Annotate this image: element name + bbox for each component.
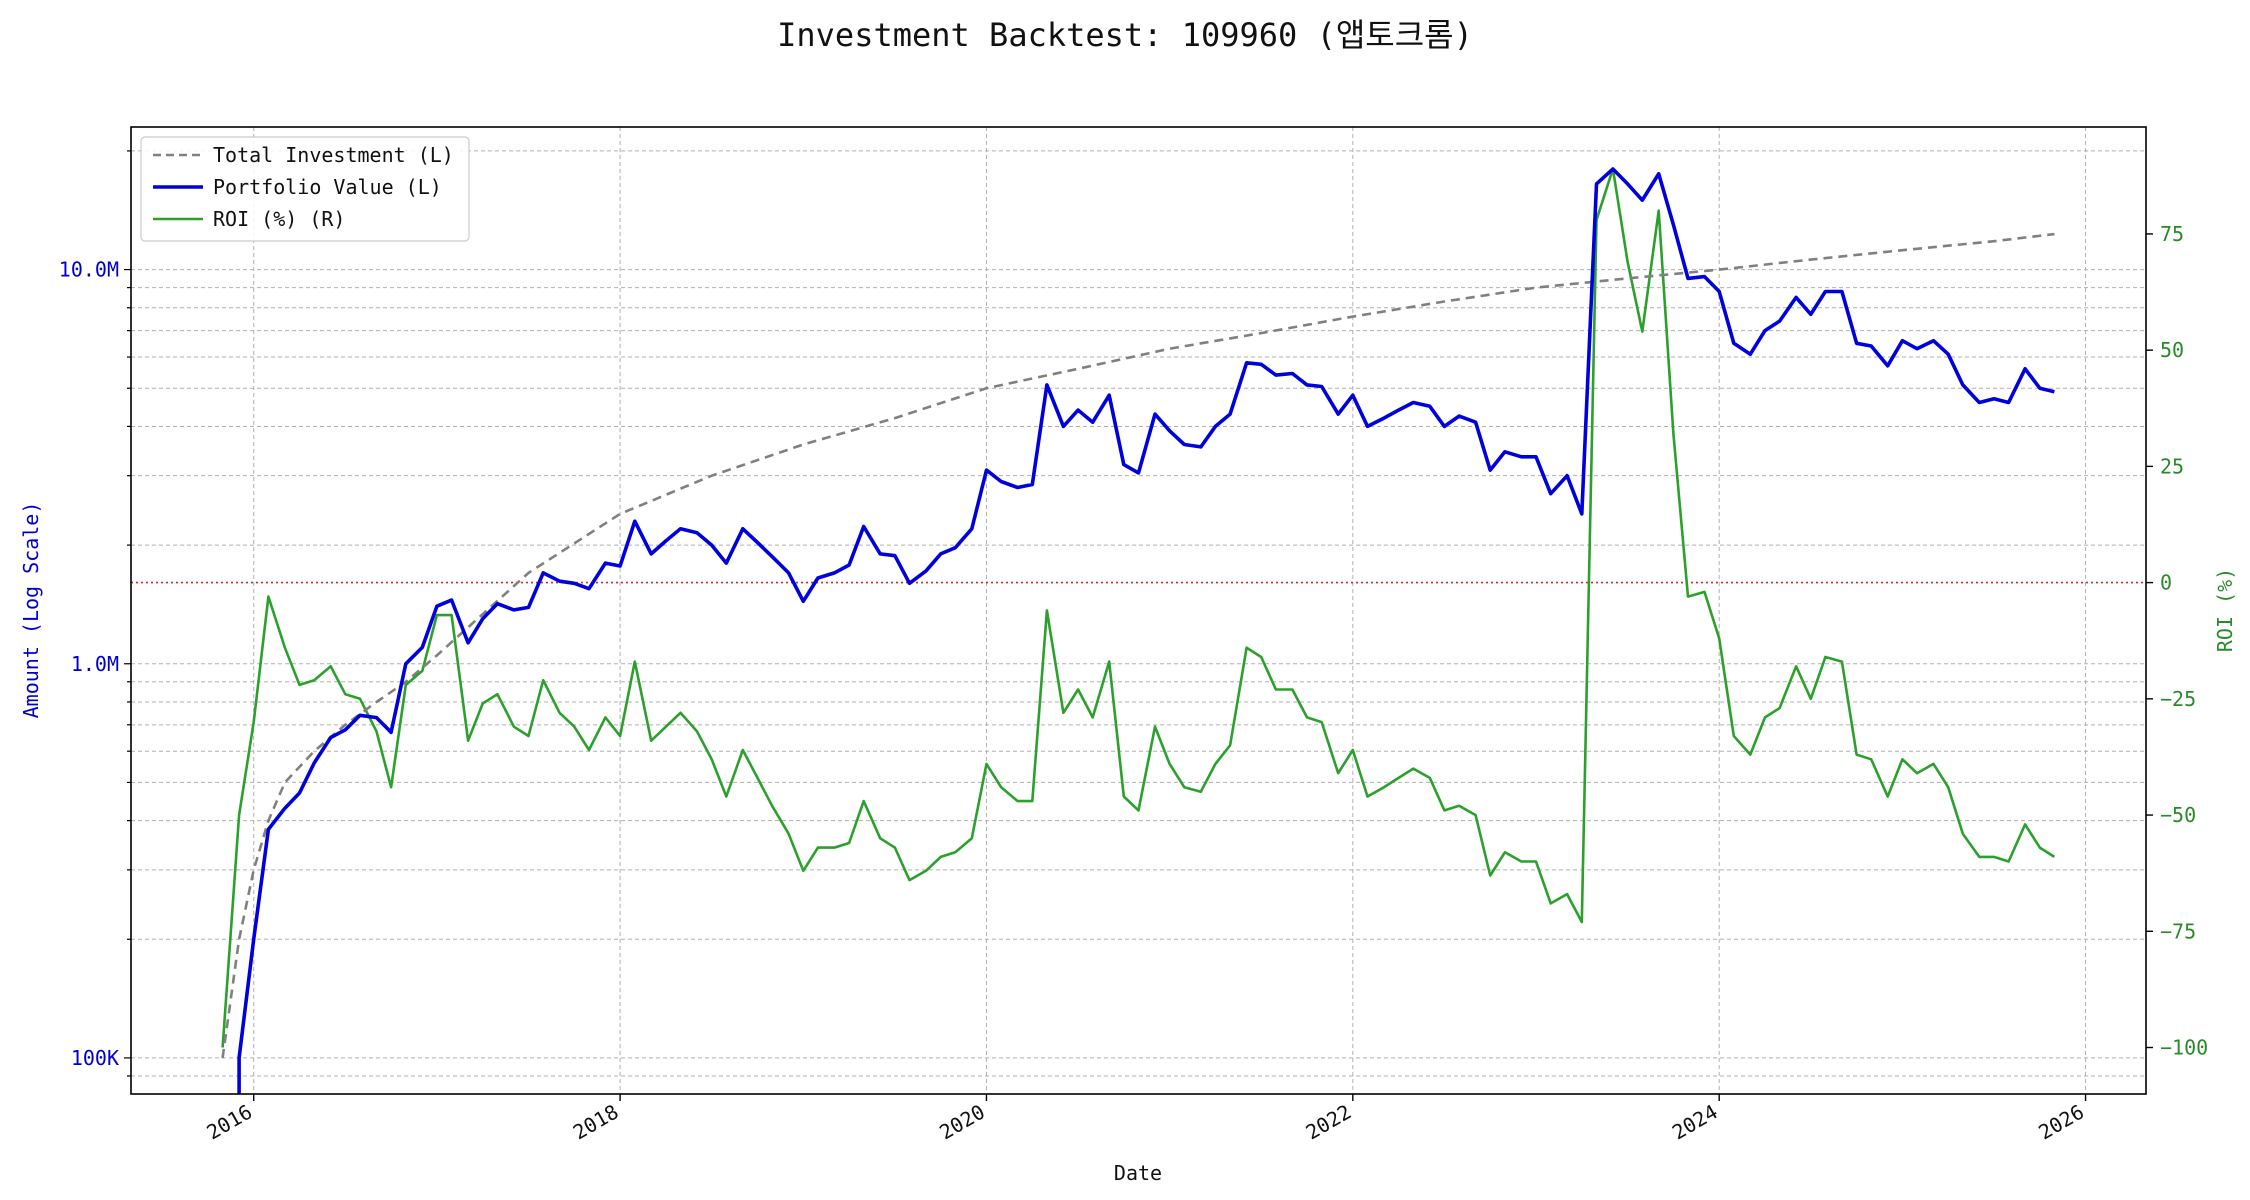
x-tick-label-2020: 2020 — [935, 1100, 989, 1145]
x-tick-label-2024: 2024 — [1668, 1100, 1722, 1145]
right-tick-label--50: −50 — [2160, 803, 2196, 827]
legend-box — [140, 136, 470, 242]
chart-title: Investment Backtest: 109960 (앱토크롬) — [777, 16, 1473, 54]
left-axis-ticks: 100K 1.0M 10.0M — [59, 150, 131, 1077]
right-tick-label-25: 25 — [2160, 454, 2184, 478]
plot-frame — [130, 126, 2147, 1095]
x-tick-label-2022: 2022 — [1302, 1100, 1356, 1145]
x-axis-label: Date — [1114, 1161, 1162, 1185]
legend: Total Investment (L) Portfolio Value (L)… — [140, 136, 470, 242]
legend-label-investment: Total Investment (L) — [213, 143, 454, 167]
right-tick-label--75: −75 — [2160, 919, 2196, 943]
right-tick-label--25: −25 — [2160, 687, 2196, 711]
left-tick-label-10.0M: 10.0M — [59, 258, 119, 282]
x-tick-label-2026: 2026 — [2034, 1100, 2088, 1145]
roi-line — [221, 167, 2056, 1048]
series-lines — [221, 167, 2056, 1094]
right-tick-label-75: 75 — [2160, 222, 2184, 246]
right-tick-label--100: −100 — [2160, 1036, 2208, 1060]
right-tick-label-50: 50 — [2160, 338, 2184, 362]
portfolio-value-line — [237, 167, 2055, 1094]
left-tick-label-1.0M: 1.0M — [71, 652, 119, 676]
x-axis-ticks: 2016 2018 2020 2022 2024 2026 — [203, 1094, 2088, 1145]
total-investment-line — [221, 232, 2055, 1059]
grid-lines — [131, 127, 2146, 1094]
right-axis-label: ROI (%) — [2213, 568, 2237, 652]
left-tick-label-100K: 100K — [71, 1046, 119, 1070]
right-axis-ticks: −100 −75 −50 −25 0 25 50 75 — [2146, 222, 2208, 1060]
x-tick-label-2016: 2016 — [203, 1100, 257, 1145]
legend-label-roi: ROI (%) (R) — [213, 207, 345, 231]
legend-label-portfolio: Portfolio Value (L) — [213, 175, 442, 199]
x-tick-label-2018: 2018 — [569, 1100, 623, 1145]
right-tick-label-0: 0 — [2160, 571, 2172, 595]
left-axis-label: Amount (Log Scale) — [19, 502, 43, 719]
